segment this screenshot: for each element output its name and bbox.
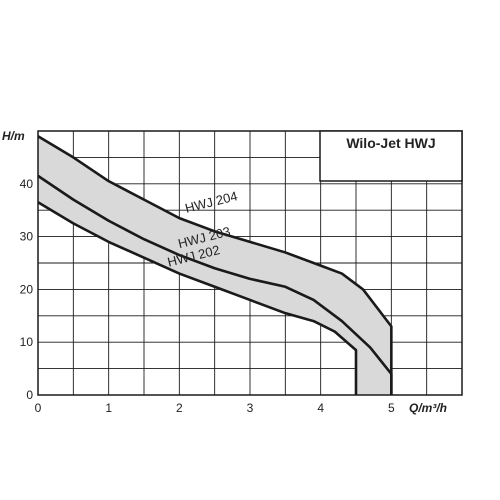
series-line-hwj-203 [37, 174, 393, 395]
y-tick-label: 40 [20, 177, 34, 191]
x-tick-label: 5 [388, 401, 395, 415]
x-tick-label: 2 [176, 401, 183, 415]
x-axis-label: Q/m³/h [409, 401, 447, 415]
series-line-hwj-202 [37, 201, 358, 395]
y-axis-label: H/m [2, 129, 25, 143]
x-tick-labels: 0 1 2 3 4 5 [35, 401, 395, 415]
y-tick-labels: 0 10 20 30 40 [20, 177, 34, 402]
series-lines [37, 135, 393, 395]
series-line-hwj-204 [37, 135, 393, 395]
x-tick-label: 0 [35, 401, 42, 415]
y-tick-label: 0 [26, 388, 33, 402]
y-tick-label: 30 [20, 230, 34, 244]
series-label: HWJ 204 [183, 188, 239, 215]
plot-frame [37, 130, 463, 396]
x-tick-label: 3 [247, 401, 254, 415]
y-tick-label: 20 [20, 282, 34, 296]
performance-band-area [38, 136, 392, 395]
x-tick-label: 4 [317, 401, 324, 415]
title-box [319, 130, 463, 182]
x-tick-label: 1 [105, 401, 112, 415]
y-tick-label: 10 [20, 335, 34, 349]
plot-border [37, 130, 463, 396]
chart-title: Wilo-Jet HWJ [346, 135, 435, 151]
performance-band [38, 136, 392, 395]
